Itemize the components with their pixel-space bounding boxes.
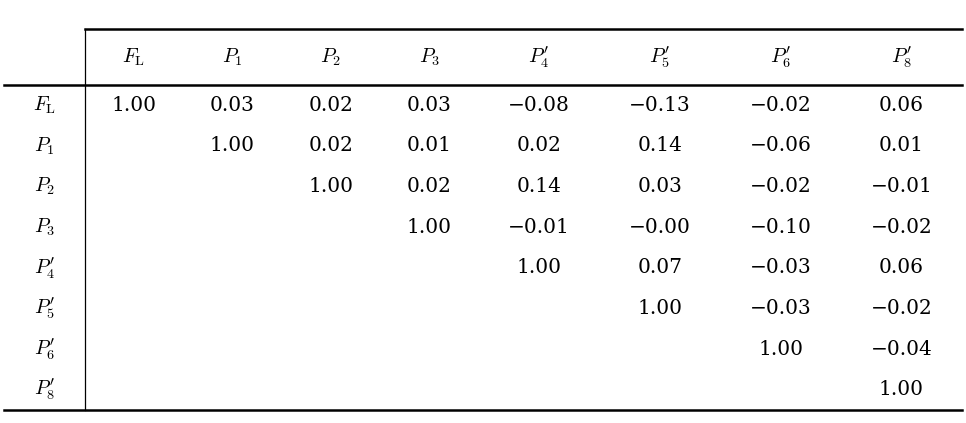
Text: $F_{\mathrm{L}}$: $F_{\mathrm{L}}$ <box>33 95 56 116</box>
Text: −0.08: −0.08 <box>508 96 570 115</box>
Text: −0.01: −0.01 <box>508 218 570 237</box>
Text: $P_1$: $P_1$ <box>34 135 55 157</box>
Text: −0.03: −0.03 <box>750 299 811 318</box>
Text: 1.00: 1.00 <box>210 137 255 156</box>
Text: 1.00: 1.00 <box>638 299 682 318</box>
Text: 0.03: 0.03 <box>210 96 255 115</box>
Text: $P_5^{\prime}$: $P_5^{\prime}$ <box>34 296 55 321</box>
Text: −0.02: −0.02 <box>750 96 811 115</box>
Text: −0.04: −0.04 <box>870 340 932 359</box>
Text: 0.14: 0.14 <box>638 137 682 156</box>
Text: 0.03: 0.03 <box>407 96 452 115</box>
Text: −0.00: −0.00 <box>629 218 691 237</box>
Text: −0.13: −0.13 <box>629 96 691 115</box>
Text: 0.02: 0.02 <box>517 137 561 156</box>
Text: 0.01: 0.01 <box>407 137 452 156</box>
Text: $P_1$: $P_1$ <box>222 47 242 68</box>
Text: $P_8^{\prime}$: $P_8^{\prime}$ <box>891 44 912 70</box>
Text: 0.02: 0.02 <box>407 177 452 196</box>
Text: −0.06: −0.06 <box>750 137 811 156</box>
Text: $P_2$: $P_2$ <box>320 47 342 68</box>
Text: $P_6^{\prime}$: $P_6^{\prime}$ <box>34 337 55 362</box>
Text: 0.03: 0.03 <box>638 177 682 196</box>
Text: 1.00: 1.00 <box>879 380 923 399</box>
Text: −0.01: −0.01 <box>870 177 932 196</box>
Text: 0.07: 0.07 <box>638 258 682 277</box>
Text: 0.02: 0.02 <box>308 96 354 115</box>
Text: 1.00: 1.00 <box>308 177 354 196</box>
Text: $P_4^{\prime}$: $P_4^{\prime}$ <box>34 255 55 280</box>
Text: 1.00: 1.00 <box>758 340 803 359</box>
Text: $P_5^{\prime}$: $P_5^{\prime}$ <box>649 44 670 70</box>
Text: $F_{\mathrm{L}}$: $F_{\mathrm{L}}$ <box>123 47 146 68</box>
Text: $P_3$: $P_3$ <box>418 47 440 68</box>
Text: 0.06: 0.06 <box>879 258 923 277</box>
Text: 0.14: 0.14 <box>517 177 561 196</box>
Text: $P_2$: $P_2$ <box>34 176 55 198</box>
Text: $P_6^{\prime}$: $P_6^{\prime}$ <box>770 44 791 70</box>
Text: −0.02: −0.02 <box>750 177 811 196</box>
Text: −0.03: −0.03 <box>750 258 811 277</box>
Text: 0.06: 0.06 <box>879 96 923 115</box>
Text: 1.00: 1.00 <box>407 218 452 237</box>
Text: −0.02: −0.02 <box>870 218 932 237</box>
Text: 0.01: 0.01 <box>879 137 923 156</box>
Text: 0.02: 0.02 <box>308 137 354 156</box>
Text: $P_4^{\prime}$: $P_4^{\prime}$ <box>528 44 550 70</box>
Text: $P_3$: $P_3$ <box>34 217 55 238</box>
Text: $P_8^{\prime}$: $P_8^{\prime}$ <box>34 377 55 402</box>
Text: −0.10: −0.10 <box>750 218 811 237</box>
Text: 1.00: 1.00 <box>517 258 561 277</box>
Text: −0.02: −0.02 <box>870 299 932 318</box>
Text: 1.00: 1.00 <box>111 96 156 115</box>
